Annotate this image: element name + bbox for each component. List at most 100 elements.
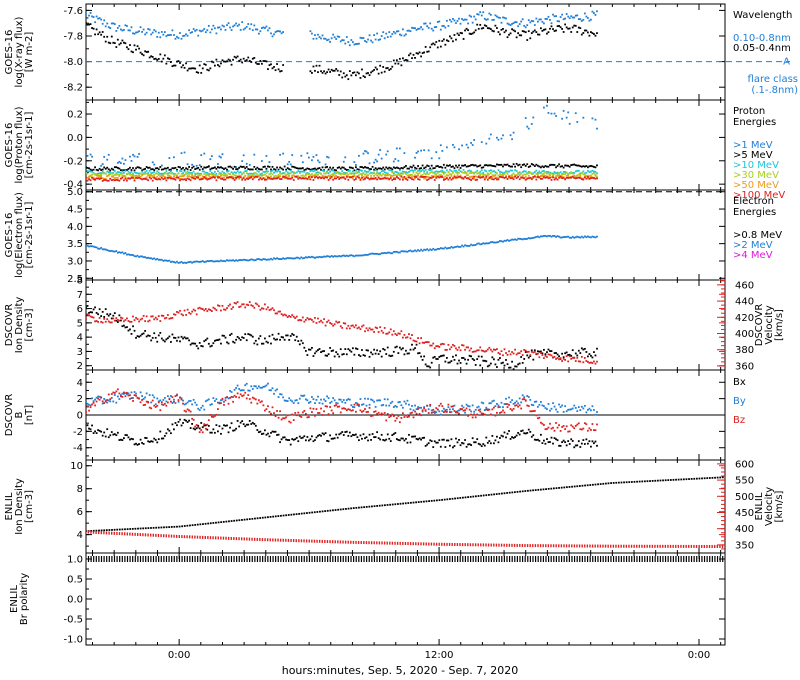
data-point: [429, 248, 432, 251]
data-point: [145, 31, 148, 34]
data-point: [502, 174, 504, 177]
data-point: [326, 255, 328, 258]
data-point: [194, 309, 197, 312]
data-point: [585, 175, 588, 178]
data-point: [441, 342, 444, 345]
data-point: [106, 249, 109, 252]
data-point: [186, 173, 189, 175]
data-point: [482, 443, 485, 445]
data-point: [106, 158, 109, 161]
data-point: [543, 234, 545, 237]
data-point: [433, 172, 436, 175]
data-point: [445, 146, 448, 149]
data-point: [119, 251, 122, 254]
data-point: [573, 16, 576, 19]
data-point: [182, 402, 184, 405]
data-point: [370, 252, 372, 255]
data-point: [217, 401, 219, 404]
data-point: [323, 433, 325, 436]
data-point: [565, 13, 568, 15]
data-point: [245, 397, 248, 400]
legend-title: Energies: [733, 117, 776, 128]
data-point: [268, 176, 271, 179]
data-point: [512, 238, 515, 241]
data-point: [183, 151, 186, 154]
data-point: [132, 325, 134, 328]
data-point: [403, 152, 406, 154]
data-point: [267, 176, 269, 179]
data-point: [232, 173, 234, 176]
data-point: [163, 402, 166, 405]
data-point: [464, 358, 466, 361]
data-point: [400, 64, 403, 67]
data-point: [212, 260, 215, 263]
data-point: [277, 30, 280, 33]
data-point: [280, 70, 283, 72]
data-point: [223, 424, 225, 427]
data-point: [195, 313, 198, 316]
data-point: [197, 407, 200, 410]
data-point: [89, 406, 92, 409]
data-point: [385, 353, 388, 355]
data-point: [506, 406, 509, 408]
data-point: [204, 31, 207, 34]
data-point: [179, 175, 181, 178]
data-point: [136, 443, 139, 446]
data-point: [559, 406, 562, 408]
data-point: [336, 405, 339, 408]
y-axis-label: GOES-16log(Electron flux)[cm-2s-1sr-1]: [4, 192, 35, 278]
data-point: [230, 308, 233, 310]
data-point: [441, 169, 444, 172]
data-point: [350, 166, 353, 169]
data-point: [311, 169, 313, 172]
data-point: [288, 168, 291, 171]
data-point: [332, 178, 335, 181]
data-point: [110, 393, 113, 395]
data-point: [212, 342, 215, 345]
data-point: [136, 335, 139, 338]
data-point: [473, 359, 476, 362]
data-point: [439, 355, 442, 358]
data-point: [408, 176, 410, 179]
data-point: [488, 137, 491, 140]
data-point: [541, 235, 544, 238]
data-point: [488, 164, 491, 167]
data-point: [367, 174, 369, 177]
y-tick-label: 0: [77, 411, 83, 422]
data-point: [511, 177, 513, 179]
data-point: [176, 260, 178, 263]
data-point: [160, 176, 163, 179]
data-point: [388, 178, 391, 181]
data-point: [461, 244, 463, 247]
data-point: [242, 154, 245, 157]
data-point: [280, 178, 283, 180]
data-point: [166, 176, 169, 179]
data-point: [438, 410, 441, 413]
data-point: [502, 240, 504, 243]
data-point: [552, 442, 554, 445]
data-point: [574, 352, 577, 355]
data-point: [280, 173, 283, 175]
data-point: [268, 161, 271, 164]
data-point: [371, 41, 374, 44]
data-point: [512, 29, 515, 32]
data-point: [470, 243, 473, 246]
data-point: [535, 439, 538, 441]
data-point: [480, 445, 483, 448]
data-point: [449, 408, 451, 411]
data-point: [585, 351, 588, 353]
data-point: [492, 406, 495, 409]
data-point: [573, 174, 576, 177]
data-point: [358, 171, 360, 173]
data-point: [496, 163, 498, 166]
data-point: [561, 177, 564, 180]
data-point: [201, 260, 204, 262]
data-point: [314, 176, 316, 179]
data-point: [112, 314, 115, 317]
data-point: [180, 66, 183, 69]
data-point: [119, 42, 122, 45]
data-point: [414, 166, 416, 169]
data-point: [594, 362, 597, 365]
data-point: [148, 406, 151, 409]
data-point: [420, 438, 422, 441]
